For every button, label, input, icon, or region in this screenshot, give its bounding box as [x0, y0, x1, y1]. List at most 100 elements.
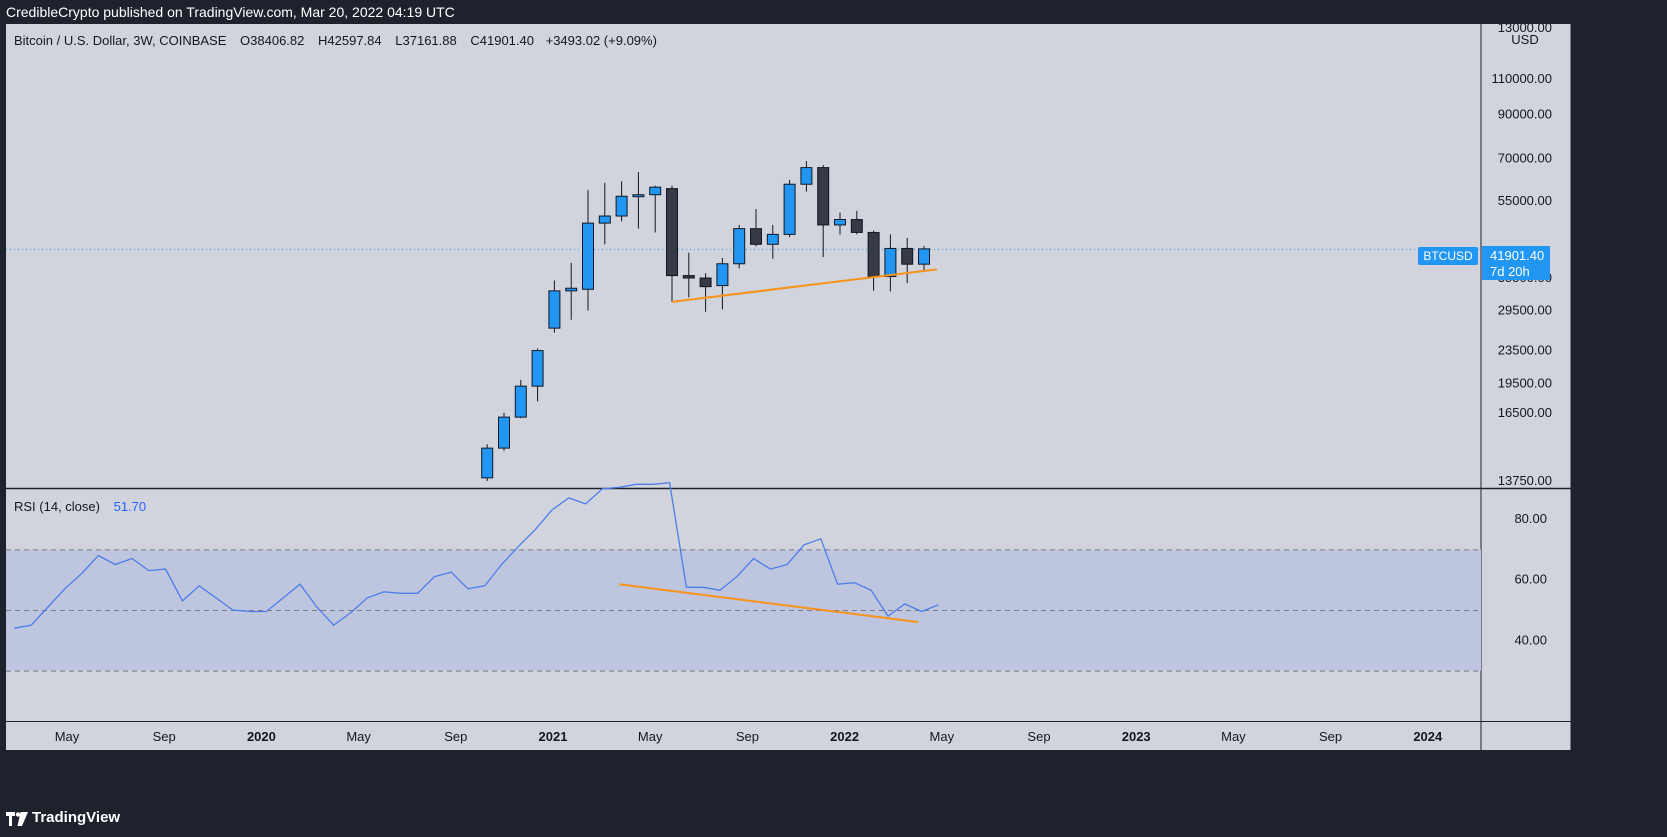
- legend-change: +3493.02 (+9.09%): [546, 33, 657, 48]
- candle: [498, 412, 510, 451]
- rsi-tick: 80.00: [1514, 511, 1547, 526]
- candle-body: [867, 231, 880, 278]
- candle-body: [582, 222, 594, 290]
- candle-body: [699, 277, 712, 288]
- candle: [850, 210, 863, 235]
- candle-body: [783, 183, 796, 235]
- currency-label: USD: [1511, 32, 1538, 47]
- price-legend: Bitcoin / U.S. Dollar, 3W, COINBASE O384…: [14, 33, 657, 48]
- candle-body: [649, 186, 662, 196]
- rsi-legend: RSI (14, close) 51.70: [14, 499, 146, 514]
- rsi-tick: 60.00: [1514, 572, 1547, 587]
- candle-body: [682, 275, 695, 279]
- candle-body: [716, 263, 729, 287]
- candle: [531, 348, 544, 402]
- publisher-bar: CredibleCrypto published on TradingView.…: [0, 0, 1667, 24]
- time-tick: May: [55, 729, 80, 744]
- price-pane-background: [6, 24, 1571, 488]
- candle: [666, 185, 678, 302]
- candle-body: [817, 167, 830, 226]
- last-price-badge: 41901.40 7d 20h: [1482, 246, 1550, 280]
- price-tick: 110000.00: [1492, 71, 1553, 86]
- candle: [565, 262, 578, 320]
- time-tick: May: [638, 729, 663, 744]
- time-tick: Sep: [153, 729, 176, 744]
- price-tick: 13750.00: [1498, 473, 1552, 488]
- candle: [481, 444, 494, 481]
- candle: [598, 182, 611, 245]
- price-tick: 19500.00: [1498, 375, 1552, 390]
- tradingview-brand: TradingView: [32, 809, 121, 826]
- candle-body: [498, 416, 510, 449]
- candle: [884, 234, 897, 292]
- price-tick: 70000.00: [1498, 151, 1552, 166]
- price-tick: 55000.00: [1498, 193, 1552, 208]
- candle-body: [901, 247, 914, 265]
- price-tick: 90000.00: [1498, 106, 1552, 121]
- symbol-title: Bitcoin / U.S. Dollar, 3W, COINBASE: [14, 33, 227, 48]
- time-tick: 2024: [1413, 729, 1443, 744]
- candle: [783, 179, 796, 238]
- candle-body: [766, 233, 779, 245]
- time-tick: 2023: [1122, 729, 1151, 744]
- candle-body: [834, 219, 846, 226]
- rsi-line: [14, 481, 939, 629]
- time-axis[interactable]: May Sep 2020 May Sep 2021 May Sep 2022 May Sep 2023…: [55, 729, 1443, 744]
- legend-open: 38406.82: [250, 33, 304, 48]
- candle: [750, 209, 762, 247]
- candle: [682, 252, 695, 298]
- price-tick: 29500.00: [1498, 303, 1552, 318]
- candle: [514, 379, 527, 419]
- candle-body: [750, 228, 762, 245]
- published-info: CredibleCrypto published on TradingView.…: [6, 4, 455, 20]
- footer-bar: [0, 800, 1667, 837]
- tradingview-logo-icon: [6, 812, 28, 826]
- candle-body: [548, 290, 561, 329]
- candle-body: [531, 350, 544, 387]
- time-tick: Sep: [736, 729, 759, 744]
- candle: [766, 224, 779, 259]
- candle-body: [666, 188, 678, 277]
- time-tick: 2020: [247, 729, 276, 744]
- time-tick: Sep: [444, 729, 467, 744]
- price-tick: 23500.00: [1498, 343, 1552, 358]
- candle: [901, 237, 914, 284]
- time-axis-background: [6, 722, 1571, 750]
- symbol-badge-bg: [1418, 247, 1478, 265]
- rsi-value: 51.70: [114, 499, 147, 514]
- rsi-axis[interactable]: 80.00 60.00 40.00: [1514, 511, 1547, 647]
- rsi-title: RSI (14, close): [14, 499, 100, 514]
- legend-high: 42597.84: [327, 33, 381, 48]
- candle-body: [884, 247, 897, 278]
- candle: [632, 172, 645, 229]
- candle-body: [850, 219, 863, 233]
- candle: [582, 190, 594, 311]
- legend-close: 41901.40: [480, 33, 534, 48]
- time-tick: 2022: [830, 729, 859, 744]
- rsi-trendline[interactable]: [619, 583, 919, 624]
- candle-body: [615, 195, 628, 217]
- price-trendline[interactable]: [671, 268, 937, 303]
- candle: [733, 224, 746, 269]
- candle: [699, 273, 712, 312]
- candle-body: [514, 385, 527, 418]
- candle-body: [481, 447, 494, 479]
- price-axis[interactable]: 13000.00 110000.00 90000.00 70000.00 55000.0…: [1492, 24, 1553, 488]
- time-tick: Sep: [1027, 729, 1050, 744]
- candle-body: [918, 248, 930, 265]
- last-price-badge-bg: [1482, 246, 1550, 280]
- bar-countdown: 7d 20h: [1490, 264, 1530, 279]
- candle-body: [598, 215, 611, 224]
- candle: [800, 161, 813, 192]
- chart-canvas[interactable]: Bitcoin / U.S. Dollar, 3W, COINBASE O384…: [6, 24, 1648, 800]
- candle-body: [733, 228, 746, 265]
- candle: [817, 164, 830, 258]
- time-tick: 2021: [539, 729, 568, 744]
- candle: [918, 245, 930, 270]
- legend-low: 37161.88: [403, 33, 457, 48]
- candle-body: [800, 167, 813, 185]
- symbol-badge: BTCUSD: [1418, 247, 1478, 265]
- candle-body: [565, 287, 578, 292]
- last-price-value: 41901.40: [1490, 248, 1544, 263]
- price-tick: 16500.00: [1498, 405, 1552, 420]
